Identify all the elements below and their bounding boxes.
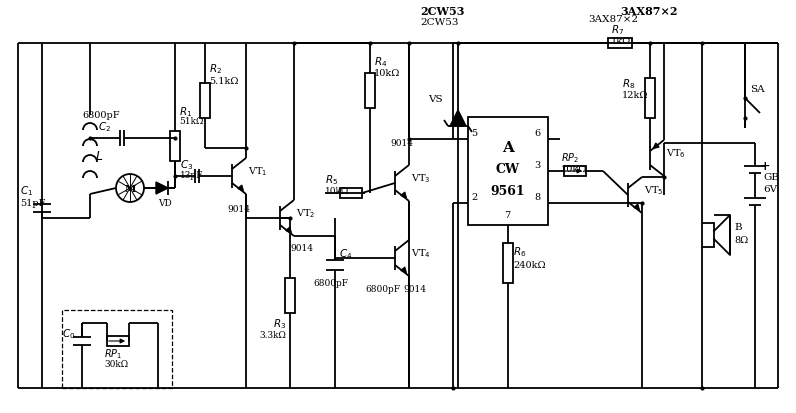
Text: SA: SA <box>750 84 765 93</box>
Text: A: A <box>502 141 514 155</box>
Text: VT$_4$: VT$_4$ <box>411 247 431 260</box>
Text: 6: 6 <box>534 129 540 138</box>
Text: B: B <box>734 223 742 232</box>
Text: 5: 5 <box>471 129 477 138</box>
Text: 9014: 9014 <box>227 205 250 214</box>
Polygon shape <box>450 111 466 127</box>
Text: $R_1$: $R_1$ <box>179 105 192 119</box>
Bar <box>107 336 129 346</box>
Text: $C_3$: $C_3$ <box>180 158 193 171</box>
Text: $R_5$: $R_5$ <box>325 173 338 186</box>
Text: VT$_5$: VT$_5$ <box>644 184 664 197</box>
Text: 30kΩ: 30kΩ <box>104 360 128 369</box>
Text: 9561: 9561 <box>490 185 525 197</box>
Text: 3.3kΩ: 3.3kΩ <box>259 331 286 339</box>
Bar <box>608 39 632 49</box>
Bar <box>340 189 362 199</box>
Text: 5.1kΩ: 5.1kΩ <box>209 77 239 86</box>
Text: 13pF: 13pF <box>180 171 204 180</box>
Text: 6800pF: 6800pF <box>313 279 348 288</box>
Text: 9014: 9014 <box>403 284 426 293</box>
Text: CW: CW <box>496 163 520 176</box>
Text: $RP_2$: $RP_2$ <box>561 151 579 164</box>
Text: 12kΩ: 12kΩ <box>622 91 649 100</box>
Text: $R_8$: $R_8$ <box>622 77 635 91</box>
Text: $C_1$: $C_1$ <box>20 184 33 197</box>
Text: 7: 7 <box>504 211 510 220</box>
Text: $L$: $L$ <box>95 149 103 162</box>
Circle shape <box>116 175 144 202</box>
Text: $R_3$: $R_3$ <box>273 316 286 330</box>
Text: +: + <box>760 159 771 172</box>
Text: 3: 3 <box>534 161 540 170</box>
Text: 2CW53: 2CW53 <box>420 5 465 17</box>
Text: $R_6$: $R_6$ <box>513 244 526 258</box>
Text: $R_2$: $R_2$ <box>209 62 222 76</box>
Text: $C_0$: $C_0$ <box>62 326 76 340</box>
Bar <box>503 243 513 283</box>
Text: 3AX87×2: 3AX87×2 <box>588 14 638 24</box>
Bar <box>468 118 548 225</box>
Text: 6V: 6V <box>763 184 777 193</box>
Text: 240kΩ: 240kΩ <box>513 261 545 270</box>
Text: VT$_6$: VT$_6$ <box>666 147 685 160</box>
Text: 10kΩ: 10kΩ <box>374 69 400 78</box>
Text: 10kΩ: 10kΩ <box>325 186 349 195</box>
Text: $R_7$: $R_7$ <box>611 23 624 37</box>
Text: 6800pF: 6800pF <box>365 284 400 293</box>
Text: $RP_1$: $RP_1$ <box>104 346 123 360</box>
Text: GB: GB <box>763 172 779 181</box>
Bar <box>62 310 172 388</box>
Bar <box>170 132 180 161</box>
Text: 51pF: 51pF <box>20 198 45 207</box>
Text: $C_2$: $C_2$ <box>98 120 111 133</box>
Text: $R_4$: $R_4$ <box>374 55 388 69</box>
Text: 9014: 9014 <box>290 244 313 253</box>
Text: 10kΩ: 10kΩ <box>561 165 587 174</box>
Bar <box>365 74 375 109</box>
Bar <box>285 278 295 313</box>
Text: 3AX87×2: 3AX87×2 <box>620 5 677 17</box>
Text: M: M <box>124 184 136 193</box>
Bar <box>564 166 586 177</box>
Text: 1kΩ: 1kΩ <box>611 36 631 45</box>
Text: 6800pF: 6800pF <box>82 110 119 119</box>
Text: VS: VS <box>428 94 443 103</box>
Text: VT$_1$: VT$_1$ <box>248 165 267 178</box>
Text: VT$_3$: VT$_3$ <box>411 172 431 185</box>
Bar <box>645 79 655 119</box>
Text: 2: 2 <box>471 193 478 202</box>
Text: 8: 8 <box>534 193 540 202</box>
Bar <box>702 223 714 247</box>
Text: VT$_2$: VT$_2$ <box>296 207 315 220</box>
Text: 2CW53: 2CW53 <box>420 17 458 26</box>
Text: 51kΩ: 51kΩ <box>179 117 203 126</box>
Text: 8Ω: 8Ω <box>734 236 748 245</box>
Text: 9014: 9014 <box>390 139 413 148</box>
Polygon shape <box>156 183 168 195</box>
Text: VD: VD <box>158 198 172 207</box>
Text: $C_4$: $C_4$ <box>339 247 353 260</box>
Bar <box>200 84 210 119</box>
